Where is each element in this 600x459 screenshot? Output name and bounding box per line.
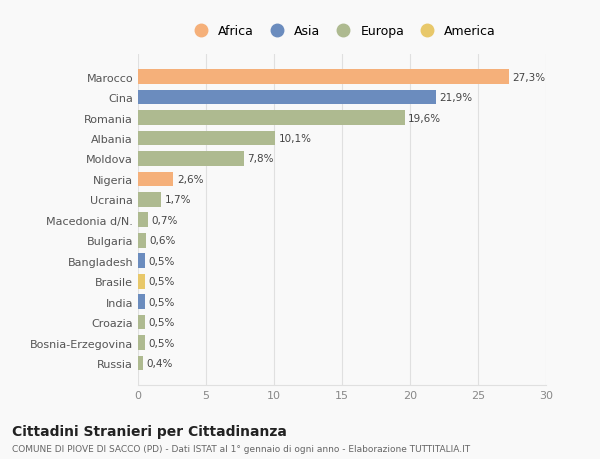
- Text: 21,9%: 21,9%: [439, 93, 472, 103]
- Bar: [138, 254, 145, 269]
- Bar: [138, 111, 404, 126]
- Bar: [138, 336, 145, 350]
- Legend: Africa, Asia, Europa, America: Africa, Asia, Europa, America: [184, 22, 500, 42]
- Text: 7,8%: 7,8%: [247, 154, 274, 164]
- Text: 0,6%: 0,6%: [149, 236, 176, 246]
- Text: COMUNE DI PIOVE DI SACCO (PD) - Dati ISTAT al 1° gennaio di ogni anno - Elaboraz: COMUNE DI PIOVE DI SACCO (PD) - Dati IST…: [12, 444, 470, 453]
- Text: 27,3%: 27,3%: [512, 73, 546, 83]
- Text: Cittadini Stranieri per Cittadinanza: Cittadini Stranieri per Cittadinanza: [12, 425, 287, 438]
- Text: 2,6%: 2,6%: [177, 174, 203, 185]
- Bar: [138, 233, 146, 248]
- Text: 0,5%: 0,5%: [148, 338, 175, 348]
- Text: 19,6%: 19,6%: [408, 113, 441, 123]
- Bar: [138, 213, 148, 228]
- Bar: [138, 193, 161, 207]
- Text: 0,7%: 0,7%: [151, 215, 177, 225]
- Bar: [138, 315, 145, 330]
- Bar: [138, 274, 145, 289]
- Bar: [138, 356, 143, 370]
- Text: 0,5%: 0,5%: [148, 277, 175, 286]
- Text: 0,4%: 0,4%: [147, 358, 173, 368]
- Text: 1,7%: 1,7%: [164, 195, 191, 205]
- Text: 0,5%: 0,5%: [148, 256, 175, 266]
- Bar: [138, 152, 244, 167]
- Bar: [138, 295, 145, 309]
- Bar: [138, 131, 275, 146]
- Text: 10,1%: 10,1%: [279, 134, 312, 144]
- Bar: [138, 90, 436, 105]
- Bar: [138, 70, 509, 85]
- Bar: [138, 172, 173, 187]
- Text: 0,5%: 0,5%: [148, 297, 175, 307]
- Text: 0,5%: 0,5%: [148, 317, 175, 327]
